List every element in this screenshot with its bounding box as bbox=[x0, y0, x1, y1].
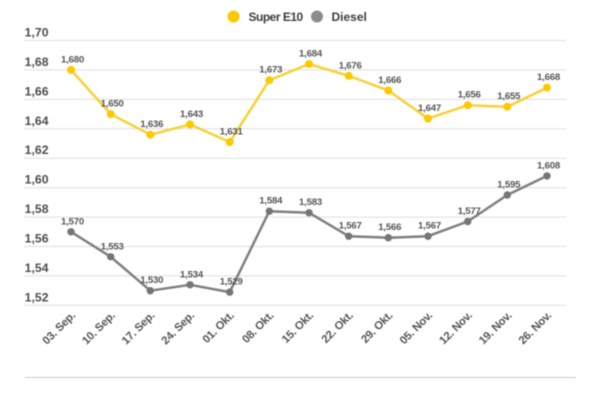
svg-text:1,650: 1,650 bbox=[101, 99, 124, 110]
svg-text:1,52: 1,52 bbox=[25, 290, 49, 304]
svg-text:1,583: 1,583 bbox=[299, 197, 322, 208]
svg-text:1,530: 1,530 bbox=[140, 275, 163, 286]
svg-text:1,676: 1,676 bbox=[339, 60, 362, 71]
svg-text:1,631: 1,631 bbox=[220, 127, 244, 138]
svg-text:1,680: 1,680 bbox=[61, 54, 84, 65]
svg-text:1,673: 1,673 bbox=[259, 65, 282, 76]
svg-text:1,656: 1,656 bbox=[458, 90, 481, 101]
svg-text:1,68: 1,68 bbox=[25, 55, 49, 69]
svg-text:1,60: 1,60 bbox=[25, 173, 49, 187]
svg-text:1,54: 1,54 bbox=[25, 261, 49, 275]
svg-text:1,666: 1,666 bbox=[378, 75, 401, 86]
svg-text:1,647: 1,647 bbox=[418, 103, 441, 114]
svg-text:1,595: 1,595 bbox=[497, 180, 521, 191]
svg-text:1,668: 1,668 bbox=[537, 72, 561, 83]
svg-text:1,534: 1,534 bbox=[180, 269, 204, 280]
svg-text:1,58: 1,58 bbox=[25, 202, 49, 216]
svg-text:1,636: 1,636 bbox=[140, 119, 163, 130]
svg-text:1,570: 1,570 bbox=[61, 216, 84, 227]
svg-text:1,566: 1,566 bbox=[378, 222, 401, 233]
svg-text:Diesel: Diesel bbox=[332, 10, 367, 24]
svg-text:1,684: 1,684 bbox=[299, 49, 323, 60]
svg-text:1,577: 1,577 bbox=[458, 206, 481, 217]
svg-text:1,643: 1,643 bbox=[180, 109, 203, 120]
svg-text:1,62: 1,62 bbox=[25, 143, 49, 157]
svg-text:1,66: 1,66 bbox=[25, 84, 49, 98]
svg-text:1,70: 1,70 bbox=[25, 26, 49, 40]
svg-text:1,567: 1,567 bbox=[339, 221, 362, 232]
svg-text:1,553: 1,553 bbox=[101, 241, 124, 252]
svg-text:1,567: 1,567 bbox=[418, 221, 441, 232]
svg-text:1,529: 1,529 bbox=[220, 277, 243, 288]
svg-text:1,64: 1,64 bbox=[25, 114, 49, 128]
svg-text:1,56: 1,56 bbox=[25, 232, 49, 246]
svg-text:Super E10: Super E10 bbox=[249, 10, 304, 24]
svg-text:1,655: 1,655 bbox=[497, 91, 521, 102]
svg-text:1,584: 1,584 bbox=[259, 196, 283, 207]
svg-text:1,608: 1,608 bbox=[537, 160, 561, 171]
